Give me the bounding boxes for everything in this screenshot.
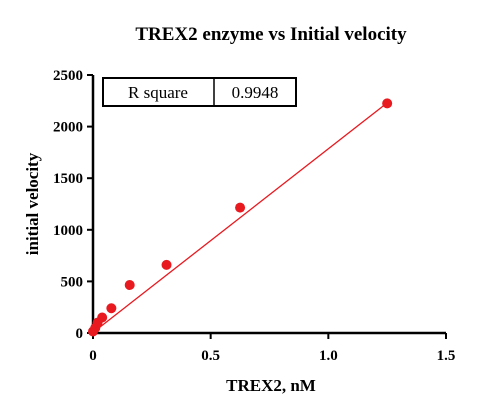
x-axis-label: TREX2, nM xyxy=(226,376,316,395)
y-tick-label: 2000 xyxy=(53,120,83,136)
y-tick-label: 2500 xyxy=(53,68,83,84)
x-axis: 0 0.5 1.0 1.5 xyxy=(89,331,456,364)
fit-line xyxy=(92,102,388,333)
data-point xyxy=(124,280,135,291)
r-square-table-border xyxy=(102,77,297,107)
data-point xyxy=(235,202,246,213)
x-tick-label: 1.5 xyxy=(437,348,456,364)
data-point xyxy=(106,303,117,314)
y-axis-label: initial velocity xyxy=(23,152,42,255)
y-tick-label: 1500 xyxy=(53,171,83,187)
r-square-label: R square xyxy=(128,83,188,102)
y-tick-label: 1000 xyxy=(53,223,83,239)
data-point xyxy=(382,98,393,109)
x-tick-label: 0 xyxy=(89,348,97,364)
x-tick-label: 0.5 xyxy=(201,348,220,364)
x-tick-label: 1.0 xyxy=(319,348,338,364)
y-tick-label: 500 xyxy=(61,274,84,290)
y-axis: 0 500 1000 1500 2000 2500 xyxy=(53,68,95,342)
y-tick-label: 0 xyxy=(76,326,84,342)
r-square-table: R square 0.9948 xyxy=(102,77,297,107)
data-point xyxy=(161,259,172,270)
chart-title: TREX2 enzyme vs Initial velocity xyxy=(135,24,407,45)
r-square-value: 0.9948 xyxy=(232,83,279,102)
data-point xyxy=(97,312,108,323)
plot-area xyxy=(88,98,393,337)
